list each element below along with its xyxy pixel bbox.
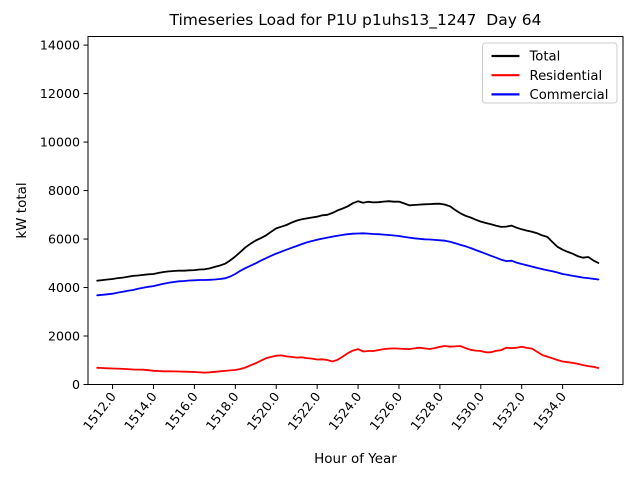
legend-label-commercial: Commercial	[530, 88, 609, 103]
legend-box	[482, 42, 618, 104]
legend-label-residential: Residential	[530, 69, 603, 84]
x-tick-label: 1512.0	[80, 389, 119, 433]
series-line-residential	[96, 345, 600, 374]
plot-frame	[87, 36, 624, 385]
legend-label-total: Total	[529, 50, 561, 65]
y-tick-label: 6000	[48, 231, 80, 246]
x-tick-label: 1528.0	[407, 389, 446, 433]
x-tick-label: 1514.0	[121, 389, 160, 433]
y-axis-ticks: 0 2000 4000 6000 8000 10000 12000 14000	[40, 37, 88, 392]
series-line-commercial	[96, 232, 600, 297]
y-tick-label: 14000	[40, 37, 80, 52]
x-tick-label: 1520.0	[244, 389, 283, 433]
y-axis-label: kW total	[14, 182, 30, 238]
y-tick-label: 12000	[40, 86, 80, 101]
y-tick-label: 10000	[40, 134, 80, 149]
chart-title: Timeseries Load for P1U p1uhs13_1247 Day…	[168, 11, 541, 30]
y-tick-label: 2000	[48, 328, 80, 343]
x-tick-label: 1532.0	[489, 389, 528, 433]
x-axis-ticks: 1512.0 1514.0 1516.0 1518.0 1520.0 1522.0 1524…	[80, 384, 569, 433]
x-tick-label: 1526.0	[366, 389, 405, 433]
x-tick-label: 1516.0	[162, 389, 201, 433]
x-tick-label: 1522.0	[285, 389, 324, 433]
x-tick-label: 1530.0	[448, 389, 487, 433]
legend: Total Residential Commercial	[482, 42, 618, 104]
x-tick-label: 1524.0	[325, 389, 364, 433]
x-axis-label: Hour of Year	[314, 451, 397, 467]
series-line-total	[96, 200, 600, 282]
y-tick-label: 8000	[48, 183, 80, 198]
data-series-lines	[96, 200, 600, 374]
y-tick-label: 4000	[48, 280, 80, 295]
x-tick-label: 1518.0	[203, 389, 242, 433]
x-tick-label: 1534.0	[530, 389, 569, 433]
y-tick-label: 0	[72, 377, 80, 392]
